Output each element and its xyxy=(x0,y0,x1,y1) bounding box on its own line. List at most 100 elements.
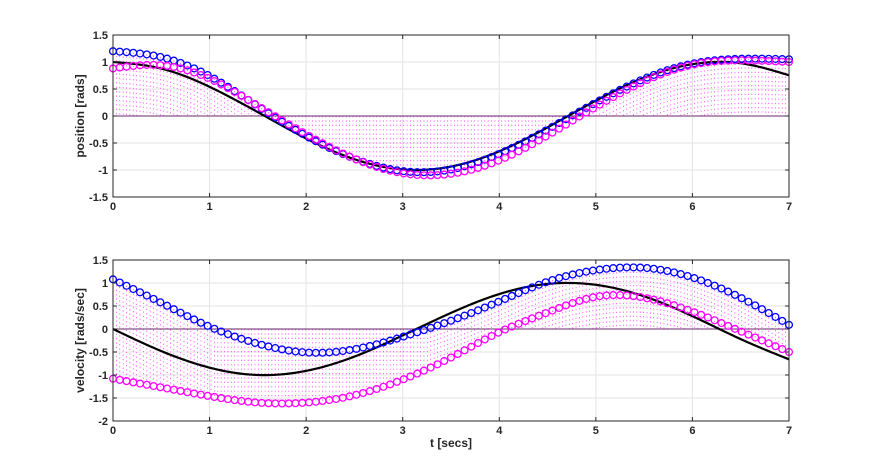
series-marker xyxy=(507,291,516,301)
series-marker xyxy=(778,345,787,354)
series-marker xyxy=(771,312,780,321)
series-marker xyxy=(642,76,652,85)
series-marker xyxy=(730,290,739,299)
series-marker xyxy=(609,92,618,102)
series-marker xyxy=(230,87,239,96)
series-marker xyxy=(426,363,435,372)
series-marker xyxy=(210,324,219,333)
series-marker xyxy=(440,356,449,366)
series-marker xyxy=(250,99,260,109)
y-tick-label: -0.5 xyxy=(89,347,108,359)
series-marker xyxy=(676,303,685,312)
x-tick-label: 6 xyxy=(689,425,695,437)
series-marker xyxy=(534,136,543,145)
series-marker xyxy=(751,301,760,310)
series-marker xyxy=(757,305,767,314)
series-marker xyxy=(555,303,564,313)
series-marker xyxy=(480,161,489,170)
series-marker xyxy=(717,284,726,293)
x-tick-label: 6 xyxy=(689,201,695,213)
magenta-estimate-series xyxy=(108,291,794,408)
series-marker xyxy=(737,294,746,303)
series-marker xyxy=(244,95,253,104)
series-marker xyxy=(433,321,442,330)
series-marker xyxy=(399,375,408,384)
series-marker xyxy=(223,84,232,93)
series-marker xyxy=(751,333,760,342)
series-marker xyxy=(196,318,205,327)
series-marker xyxy=(561,120,570,129)
series-marker xyxy=(703,313,712,322)
series-marker xyxy=(697,276,706,285)
series-marker xyxy=(507,150,516,159)
series-marker xyxy=(528,140,537,149)
series-marker xyxy=(541,278,550,287)
series-marker xyxy=(271,112,280,121)
series-marker xyxy=(771,342,780,351)
series-marker xyxy=(413,369,422,378)
series-marker xyxy=(582,108,591,117)
series-marker xyxy=(514,147,523,156)
series-marker xyxy=(298,128,307,137)
series-marker xyxy=(683,305,692,314)
series-marker xyxy=(183,61,192,70)
series-marker xyxy=(521,316,530,326)
series-marker xyxy=(595,100,604,109)
series-marker xyxy=(183,312,192,321)
y-tick-label: -1.5 xyxy=(89,393,108,405)
series-marker xyxy=(778,316,787,325)
series-marker xyxy=(541,132,550,141)
x-tick-label: 1 xyxy=(207,201,213,213)
series-marker xyxy=(379,382,388,391)
x-tick-label: 2 xyxy=(303,201,309,213)
x-axis-label: t [secs] xyxy=(430,436,472,450)
series-marker xyxy=(345,152,354,161)
series-marker xyxy=(494,156,503,165)
true-series-line xyxy=(112,281,790,377)
series-marker xyxy=(473,338,483,348)
series-marker xyxy=(656,70,665,79)
series-marker xyxy=(217,80,226,89)
y-tick-label: 0.5 xyxy=(93,301,108,313)
series-marker xyxy=(690,308,699,317)
series-marker xyxy=(710,316,719,325)
series-marker xyxy=(419,366,429,375)
series-marker xyxy=(386,380,395,389)
series-marker xyxy=(521,286,530,295)
series-marker xyxy=(230,332,239,341)
series-marker xyxy=(426,323,435,332)
series-marker xyxy=(555,124,564,133)
series-marker xyxy=(223,330,232,339)
series-marker xyxy=(163,301,172,310)
series-marker xyxy=(325,142,334,151)
x-tick-label: 5 xyxy=(593,201,599,213)
x-tick-label: 1 xyxy=(207,425,213,437)
series-marker xyxy=(575,112,584,121)
x-tick-label: 0 xyxy=(110,201,116,213)
x-tick-label: 3 xyxy=(400,201,406,213)
series-marker xyxy=(764,339,773,348)
x-tick-label: 0 xyxy=(110,425,116,437)
series-marker xyxy=(480,155,489,164)
series-marker xyxy=(176,308,185,317)
series-marker xyxy=(501,153,510,162)
y-tick-label: 1.5 xyxy=(93,30,108,42)
series-marker xyxy=(548,306,557,315)
series-marker xyxy=(534,311,543,320)
series-marker xyxy=(277,116,287,125)
series-marker xyxy=(196,70,205,80)
series-marker xyxy=(710,281,719,290)
series-marker xyxy=(487,159,496,168)
series-marker xyxy=(480,335,489,344)
series-marker xyxy=(703,278,712,287)
series-marker xyxy=(717,319,726,328)
y-tick-label: -1 xyxy=(98,165,108,177)
series-marker xyxy=(737,327,746,336)
series-marker xyxy=(460,346,469,355)
series-marker xyxy=(528,283,537,292)
axes-frame xyxy=(112,259,790,422)
series-marker xyxy=(561,301,570,310)
y-tick-label: -1.5 xyxy=(89,192,108,204)
series-marker xyxy=(487,300,496,309)
